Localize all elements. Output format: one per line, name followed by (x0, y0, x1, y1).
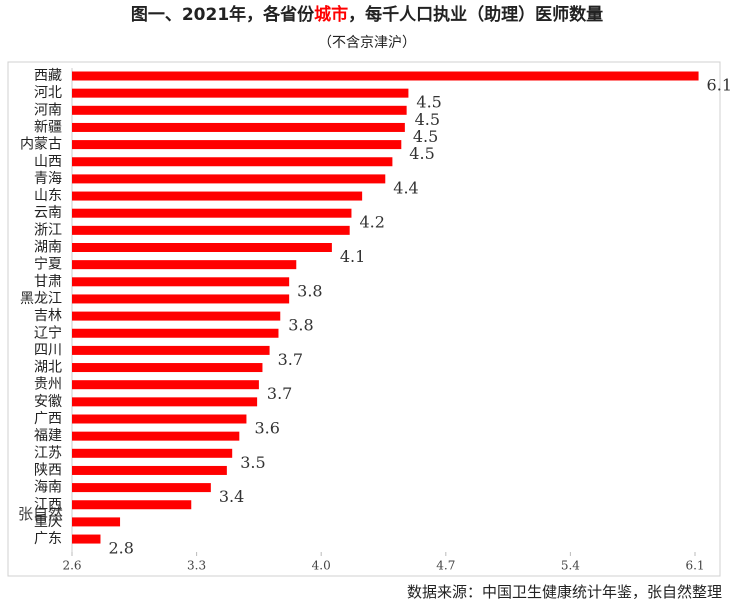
x-tick-label: 2.6 (62, 559, 81, 573)
bar (72, 380, 259, 390)
y-tick-label: 河南 (34, 102, 62, 118)
value-label: 3.7 (267, 384, 292, 403)
y-tick-label: 河北 (34, 85, 62, 101)
bar (72, 500, 192, 510)
x-tick-label: 4.7 (436, 559, 455, 573)
y-tick-label: 内蒙古 (20, 137, 62, 153)
y-tick-label: 青海 (34, 171, 62, 187)
bar (72, 88, 409, 98)
bar (72, 414, 247, 424)
y-tick-label: 甘肃 (34, 274, 62, 290)
bar (72, 140, 402, 150)
bar (72, 517, 121, 527)
y-tick-label: 福建 (34, 428, 62, 444)
bar (72, 465, 227, 475)
value-label: 3.7 (278, 350, 303, 369)
y-tick-label: 江苏 (34, 445, 62, 461)
bar (72, 157, 393, 167)
bar (72, 122, 405, 132)
value-label: 4.4 (393, 178, 418, 197)
y-tick-label: 安徽 (34, 394, 62, 410)
subtitle: （不含京津沪） (318, 35, 416, 51)
y-tick-label: 山西 (34, 154, 62, 170)
bar (72, 174, 386, 184)
bar (72, 363, 263, 373)
y-tick-label: 吉林 (34, 308, 62, 324)
title-highlight: 城市 (314, 4, 348, 25)
value-label: 4.5 (409, 144, 434, 163)
value-label: 3.8 (288, 316, 313, 335)
value-label: 4.2 (359, 213, 384, 232)
bar (72, 71, 699, 81)
y-tick-label: 江西 (34, 497, 62, 513)
y-tick-label: 四川 (34, 342, 62, 358)
y-tick-label: 湖南 (34, 240, 62, 256)
y-tick-label: 湖北 (34, 360, 62, 376)
y-tick-label: 贵州 (34, 377, 62, 393)
bar (72, 277, 290, 287)
bar (72, 191, 363, 201)
x-tick-label: 3.3 (187, 559, 206, 573)
bar (72, 397, 258, 407)
x-tick-label: 5.4 (561, 559, 580, 573)
bar (72, 534, 101, 544)
value-label: 3.8 (297, 281, 322, 300)
value-label: 3.5 (240, 453, 265, 472)
y-tick-label: 新疆 (34, 119, 62, 135)
y-tick-label: 辽宁 (34, 324, 62, 341)
bar (72, 431, 240, 441)
bar (72, 311, 281, 321)
y-tick-label: 广西 (34, 411, 62, 427)
value-label: 2.8 (108, 539, 133, 558)
watermark: 张自然 (18, 505, 63, 523)
value-label: 4.1 (340, 247, 365, 266)
y-tick-label: 浙江 (34, 222, 62, 238)
bar (72, 243, 332, 252)
value-label: 3.4 (219, 487, 244, 506)
x-tick-label: 4.0 (312, 559, 331, 573)
y-tick-label: 宁夏 (34, 256, 62, 273)
y-tick-label: 广东 (34, 531, 62, 547)
bar (72, 260, 297, 270)
bar (72, 294, 290, 304)
plot-frame (7, 61, 721, 577)
bar (72, 225, 350, 235)
value-label: 3.6 (254, 419, 279, 438)
x-tick-label: 6.1 (685, 559, 704, 573)
bar (72, 448, 233, 458)
chart-title: 图一、2021年，各省份城市，每千人口执业（助理）医师数量 (131, 4, 603, 25)
bar (72, 345, 270, 355)
y-tick-label: 陕西 (34, 462, 62, 478)
bar (72, 328, 279, 338)
title-part: ，每千人口执业（助理）医师数量 (348, 4, 603, 25)
value-label: 4.5 (416, 93, 441, 112)
bar (72, 105, 407, 115)
value-label: 4.5 (413, 127, 438, 146)
y-tick-label: 西藏 (34, 68, 62, 84)
source: 数据来源：中国卫生健康统计年鉴，张自然整理 (407, 583, 722, 601)
y-tick-label: 海南 (34, 480, 62, 496)
y-tick-label: 云南 (34, 205, 62, 221)
bar (72, 208, 352, 218)
bar (72, 483, 211, 493)
value-label: 4.5 (415, 110, 440, 129)
y-tick-label: 重庆 (34, 514, 62, 530)
value-label: 6.1 (707, 76, 732, 95)
y-tick-label: 山东 (34, 188, 62, 204)
y-tick-label: 黑龙江 (20, 291, 62, 307)
title-part: 图一、2021年，各省份 (131, 4, 315, 25)
